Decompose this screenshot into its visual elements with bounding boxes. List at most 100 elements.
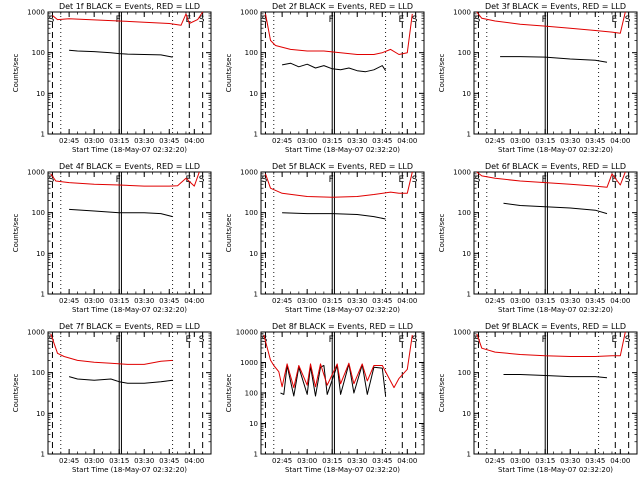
panel-title: Det 9f BLACK = Events, RED = LLD [485,322,626,331]
x-tick-label: 03:45 [159,457,179,465]
marker-letter-s: S [49,175,55,185]
y-tick-label: 1 [41,131,45,139]
lld-series-line [476,11,626,34]
panel-title: Det 2f BLACK = Events, RED = LLD [272,2,413,11]
panel-title: Det 4f BLACK = Events, RED = LLD [59,162,200,171]
y-tick-label: 10 [249,420,258,428]
x-tick-label: 03:45 [585,297,605,305]
x-tick-label: 03:45 [372,457,392,465]
y-tick-label: 100 [32,369,45,377]
panel-title: Det 7f BLACK = Events, RED = LLD [59,322,200,331]
y-axis-label: Counts/sec [225,214,233,253]
x-tick-label: 04:00 [397,137,417,145]
y-tick-label: 1 [467,451,471,459]
events-series-line [500,56,608,63]
x-tick-label: 03:30 [560,457,580,465]
x-tick-label: 02:45 [59,137,79,145]
x-tick-label: 02:45 [272,457,292,465]
plot-frame [260,331,425,455]
lld-series-line [265,13,413,55]
x-tick-label: 02:45 [272,297,292,305]
y-tick-label: 1000 [27,169,45,177]
y-tick-label: 1000 [453,169,471,177]
x-tick-label: 03:15 [322,297,342,305]
panel-title: Det 6f BLACK = Events, RED = LLD [485,162,626,171]
x-tick-label: 03:30 [134,457,154,465]
y-tick-label: 1 [467,131,471,139]
x-tick-label: 03:00 [510,297,530,305]
y-tick-label: 10 [36,250,45,258]
y-tick-label: 1000 [240,9,258,17]
x-tick-label: 04:00 [184,457,204,465]
x-tick-label: 03:45 [585,457,605,465]
panel-title: Det 1f BLACK = Events, RED = LLD [59,2,200,11]
events-series-line [503,202,608,215]
x-tick-label: 02:45 [485,457,505,465]
x-tick-label: 03:00 [297,457,317,465]
x-tick-label: 04:00 [397,297,417,305]
y-axis-label: Counts/sec [225,374,233,413]
marker-letter-s: S [262,175,268,185]
y-tick-label: 100 [245,209,258,217]
x-axis-label: Start Time (18-May-07 02:32:20) [285,146,400,154]
y-tick-label: 1000 [27,9,45,17]
events-series-line [69,49,173,58]
x-axis-label: Start Time (18-May-07 02:32:20) [285,306,400,314]
lld-series-line [265,171,413,198]
plot-frame [260,11,425,135]
x-tick-label: 04:00 [610,297,630,305]
lld-series-line [263,334,413,389]
x-tick-label: 03:45 [372,137,392,145]
y-tick-label: 1 [254,131,258,139]
x-axis-label: Start Time (18-May-07 02:32:20) [72,466,187,474]
y-tick-label: 10 [249,250,258,258]
x-tick-label: 03:15 [535,297,555,305]
x-tick-label: 03:30 [347,137,367,145]
marker-letter-s: S [475,15,481,25]
marker-letter-f: F [542,335,547,345]
y-tick-label: 1 [254,291,258,299]
marker-letter-f: F [116,335,121,345]
x-tick-label: 03:15 [535,457,555,465]
x-tick-label: 04:00 [397,457,417,465]
marker-letter-f: F [542,175,547,185]
y-tick-label: 100 [458,369,471,377]
x-axis-label: Start Time (18-May-07 02:32:20) [285,466,400,474]
marker-letter-e: E [611,175,617,185]
y-tick-label: 1 [41,291,45,299]
events-series-line [69,208,173,218]
marker-letter-s: S [49,335,55,345]
detector-panel-8: Det 8f BLACK = Events, RED = LLD 1 10 100 10… [225,322,425,474]
x-tick-label: 03:00 [84,297,104,305]
plot-frame [473,171,638,295]
x-tick-label: 03:45 [372,297,392,305]
x-tick-label: 03:45 [159,297,179,305]
y-tick-label: 1000 [453,329,471,337]
marker-letter-s: S [625,335,631,345]
detector-panel-5: Det 5f BLACK = Events, RED = LLD 1 10 100 10… [225,162,425,314]
x-tick-label: 03:45 [159,137,179,145]
x-tick-label: 03:30 [347,297,367,305]
marker-letter-e: E [185,335,191,345]
lld-series-line [50,171,200,187]
lld-series-line [476,331,626,357]
y-tick-label: 10 [462,410,471,418]
y-tick-label: 1000 [240,359,258,367]
marker-letter-s: S [412,175,418,185]
x-tick-label: 04:00 [610,457,630,465]
y-tick-label: 1 [41,451,45,459]
plot-frame [260,171,425,295]
x-tick-label: 03:00 [510,457,530,465]
y-tick-label: 100 [32,49,45,57]
y-tick-label: 100 [245,49,258,57]
detector-panel-1: Det 1f BLACK = Events, RED = LLD 1 10 100 10… [12,2,212,154]
lld-series-line [50,333,173,365]
events-series-line [503,374,608,379]
x-tick-label: 02:45 [59,457,79,465]
y-tick-label: 100 [32,209,45,217]
marker-letter-f: F [116,175,121,185]
x-tick-label: 03:00 [84,137,104,145]
marker-letter-s: S [412,335,418,345]
lld-series-line [52,11,204,26]
x-tick-label: 03:15 [322,137,342,145]
